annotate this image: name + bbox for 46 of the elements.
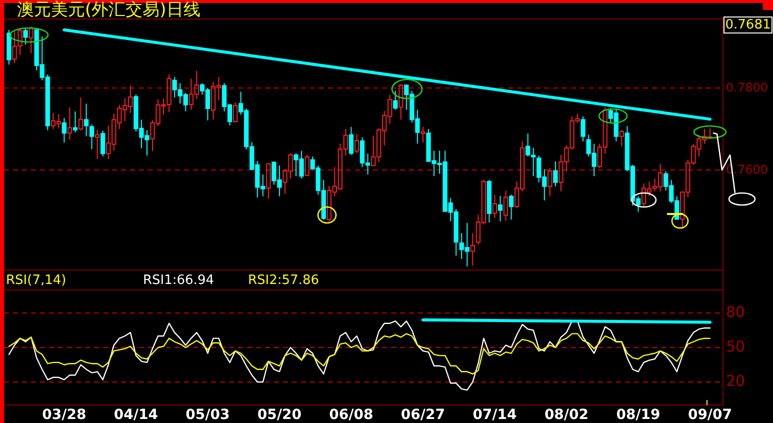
candlestick (28, 26, 34, 54)
y-tick-label: 20 (726, 372, 746, 390)
candlestick (67, 106, 72, 140)
x-tick-label: 08/19 (616, 407, 660, 423)
candlestick (62, 117, 67, 144)
x-tick-label: 06/27 (400, 407, 446, 423)
candlestick (486, 179, 492, 223)
candlestick (6, 29, 12, 66)
chart-title: RSI(7,14) (6, 273, 66, 288)
text: RSI2:57.86 (248, 273, 319, 288)
candlestick (548, 167, 552, 197)
candlestick (398, 83, 404, 120)
x-tick-label: 06/08 (329, 407, 374, 423)
text: RSI1:66.94 (143, 273, 214, 288)
x-tick-label: 03/28 (42, 407, 86, 423)
candlestick (498, 195, 503, 222)
x-tick-label: 05/20 (257, 407, 302, 423)
candlestick (94, 129, 100, 160)
x-tick-label: 04/14 (114, 407, 158, 423)
y-tick-label: 0.7800 (726, 80, 768, 94)
candlestick (580, 116, 586, 142)
candlestick (470, 232, 475, 266)
x-tick-label: 07/14 (472, 407, 518, 423)
x-tick-label: 09/07 (688, 407, 732, 423)
candlestick (508, 194, 514, 220)
candlestick (348, 126, 354, 156)
candlestick (100, 130, 106, 157)
chart-title: 澳元美元(外汇交易)日线 (17, 0, 200, 20)
candlestick (266, 162, 271, 200)
x-tick-label: 08/02 (544, 407, 589, 423)
candlestick (354, 133, 360, 154)
text: 0.7681 (725, 18, 771, 33)
candlestick (23, 28, 28, 46)
x-tick-label: 05/03 (186, 407, 230, 423)
candlestick (420, 126, 426, 144)
candlestick (619, 129, 624, 147)
candlestick (492, 194, 498, 218)
y-tick-label: 50 (726, 338, 746, 356)
candlestick (503, 190, 508, 222)
candlestick (393, 90, 398, 110)
candlestick (304, 154, 310, 177)
candlestick (553, 160, 558, 187)
y-tick-label: 80 (726, 303, 746, 322)
candlestick (78, 96, 84, 131)
candlestick (72, 110, 78, 133)
candlestick (232, 102, 238, 123)
